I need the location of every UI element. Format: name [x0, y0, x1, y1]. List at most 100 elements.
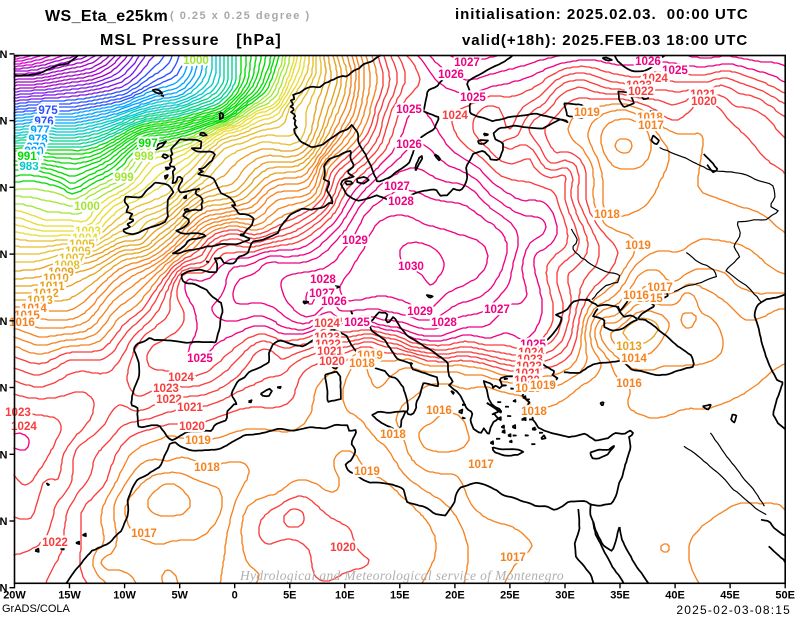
svg-text:45E: 45E: [720, 589, 740, 601]
svg-text:1018: 1018: [594, 208, 620, 221]
svg-text:1028: 1028: [310, 273, 336, 286]
svg-text:1004: 1004: [72, 232, 98, 245]
svg-text:1011: 1011: [39, 280, 65, 293]
svg-text:1014: 1014: [621, 352, 647, 365]
svg-text:1019: 1019: [515, 382, 541, 395]
svg-text:25N: 25N: [0, 583, 8, 595]
svg-text:1013: 1013: [27, 294, 53, 307]
svg-text:977: 977: [30, 124, 49, 137]
svg-text:1027: 1027: [309, 287, 335, 300]
svg-text:1010: 1010: [43, 272, 69, 285]
svg-text:5E: 5E: [283, 589, 296, 601]
svg-text:1024: 1024: [168, 371, 194, 384]
svg-text:1024: 1024: [642, 72, 668, 85]
svg-text:1025: 1025: [520, 338, 546, 351]
svg-text:20E: 20E: [445, 589, 465, 601]
svg-text:1017: 1017: [500, 551, 526, 564]
svg-text:1021: 1021: [515, 367, 541, 380]
svg-text:1018: 1018: [349, 357, 375, 370]
svg-text:1003: 1003: [75, 225, 101, 238]
svg-text:1023: 1023: [626, 79, 652, 92]
svg-text:10W: 10W: [113, 589, 136, 601]
svg-text:1026: 1026: [396, 138, 422, 151]
svg-text:1022: 1022: [516, 360, 542, 373]
svg-text:1019: 1019: [185, 434, 211, 447]
svg-text:1022: 1022: [42, 536, 68, 549]
svg-text:1015: 1015: [637, 292, 663, 305]
svg-text:1024: 1024: [11, 420, 37, 433]
svg-text:1024: 1024: [518, 346, 544, 359]
svg-text:15E: 15E: [390, 589, 410, 601]
svg-text:valid(+18h): 2025.FEB.03 18:00: valid(+18h): 2025.FEB.03 18:00 UTC: [462, 32, 748, 49]
svg-text:1017: 1017: [468, 458, 494, 471]
svg-text:50E: 50E: [775, 589, 795, 601]
svg-text:10E: 10E: [335, 589, 355, 601]
svg-text:0: 0: [232, 589, 238, 601]
svg-text:35N: 35N: [0, 449, 8, 461]
svg-text:30E: 30E: [555, 589, 575, 601]
svg-text:1025: 1025: [460, 91, 486, 104]
svg-text:1022: 1022: [315, 338, 341, 351]
svg-text:1000: 1000: [74, 200, 100, 213]
svg-text:1018: 1018: [380, 428, 406, 441]
svg-text:979: 979: [26, 141, 46, 154]
svg-text:1027: 1027: [384, 180, 410, 193]
svg-text:1020: 1020: [691, 95, 717, 108]
svg-text:initialisation: 2025.02.03. 0: initialisation: 2025.02.03. 00:00 UTC: [455, 6, 749, 23]
svg-text:( 0.25 x 0.25 degree ): ( 0.25 x 0.25 degree ): [170, 10, 311, 22]
svg-text:GrADS/COLA: GrADS/COLA: [2, 603, 71, 615]
svg-text:1019: 1019: [354, 465, 380, 478]
svg-text:1025: 1025: [344, 316, 370, 329]
svg-text:20W: 20W: [3, 589, 26, 601]
svg-text:1020: 1020: [514, 374, 540, 387]
svg-text:1014: 1014: [21, 302, 47, 315]
svg-text:50N: 50N: [0, 249, 8, 261]
svg-text:5W: 5W: [171, 589, 188, 601]
svg-text:999: 999: [114, 171, 134, 184]
svg-text:1019: 1019: [530, 379, 556, 392]
svg-text:1016: 1016: [616, 377, 642, 390]
svg-text:1016: 1016: [623, 289, 649, 302]
svg-text:1030: 1030: [398, 260, 424, 273]
svg-text:982: 982: [20, 155, 39, 168]
svg-text:1023: 1023: [5, 406, 31, 419]
svg-text:1019: 1019: [625, 239, 651, 252]
svg-text:1017: 1017: [647, 281, 673, 294]
svg-text:1007: 1007: [59, 252, 85, 265]
svg-text:55N: 55N: [0, 182, 8, 194]
svg-text:15W: 15W: [58, 589, 81, 601]
svg-text:975: 975: [38, 104, 58, 117]
svg-text:980: 980: [24, 145, 43, 158]
svg-text:40N: 40N: [0, 383, 8, 395]
svg-text:1023: 1023: [517, 353, 543, 366]
svg-text:1024: 1024: [317, 316, 343, 329]
svg-text:1009: 1009: [48, 266, 74, 279]
svg-text:1029: 1029: [342, 234, 368, 247]
svg-text:40E: 40E: [665, 589, 685, 601]
svg-text:1017: 1017: [131, 527, 157, 540]
svg-text:1013: 1013: [616, 340, 642, 353]
svg-text:65N: 65N: [0, 49, 8, 61]
svg-text:991: 991: [17, 150, 37, 163]
svg-text:1022: 1022: [628, 85, 654, 98]
svg-text:978: 978: [28, 133, 48, 146]
svg-text:30N: 30N: [0, 516, 8, 528]
svg-text:1020: 1020: [330, 541, 356, 554]
svg-text:1018: 1018: [521, 405, 547, 418]
svg-text:1020: 1020: [319, 355, 345, 368]
svg-text:Hydrological and Meteorologica: Hydrological and Meteorological service …: [239, 568, 564, 583]
svg-text:981: 981: [22, 150, 42, 163]
svg-text:25E: 25E: [500, 589, 520, 601]
svg-text:1028: 1028: [388, 195, 414, 208]
svg-text:1023: 1023: [153, 382, 179, 395]
svg-text:1027: 1027: [454, 56, 480, 69]
svg-text:1026: 1026: [635, 55, 661, 68]
svg-text:1016: 1016: [9, 316, 35, 329]
svg-text:1029: 1029: [407, 305, 433, 318]
svg-text:1015: 1015: [14, 309, 40, 322]
svg-text:1016: 1016: [426, 404, 452, 417]
svg-text:1026: 1026: [321, 295, 347, 308]
svg-text:MSL Pressure [hPa]: MSL Pressure [hPa]: [100, 32, 282, 49]
svg-text:1025: 1025: [396, 103, 422, 116]
svg-text:1024: 1024: [314, 317, 340, 330]
